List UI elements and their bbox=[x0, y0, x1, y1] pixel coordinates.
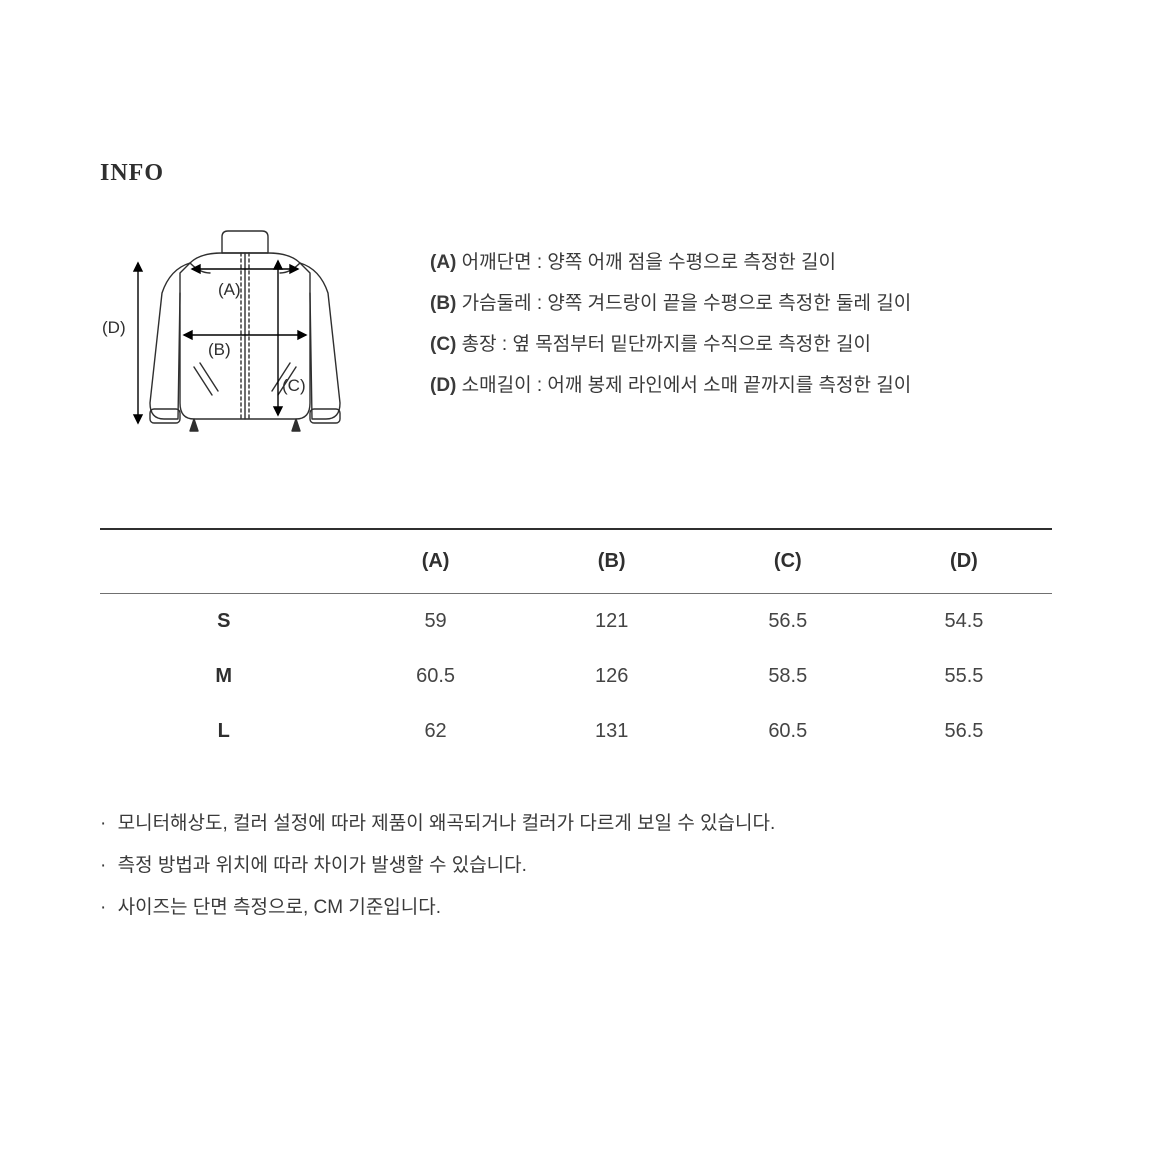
table-header-cell: (A) bbox=[348, 529, 524, 594]
bullet-icon: · bbox=[100, 813, 106, 834]
definition-line: (A) 어깨단면 : 양쪽 어깨 점을 수평으로 측정한 길이 bbox=[430, 243, 1052, 284]
diagram-label-b: (B) bbox=[208, 340, 231, 359]
definition-text: 소매길이 : 어깨 봉제 라인에서 소매 끝까지를 측정한 길이 bbox=[456, 375, 911, 396]
definition-line: (D) 소매길이 : 어깨 봉제 라인에서 소매 끝까지를 측정한 길이 bbox=[430, 366, 1052, 407]
definition-line: (B) 가슴둘레 : 양쪽 겨드랑이 끝을 수평으로 측정한 둘레 길이 bbox=[430, 284, 1052, 325]
definition-text: 총장 : 옆 목점부터 밑단까지를 수직으로 측정한 길이 bbox=[456, 334, 871, 355]
table-cell: 60.5 bbox=[700, 704, 876, 759]
table-cell: 131 bbox=[524, 704, 700, 759]
note-text: 사이즈는 단면 측정으로, CM 기준입니다. bbox=[112, 897, 441, 918]
table-cell: 54.5 bbox=[876, 594, 1052, 650]
table-row: S5912156.554.5 bbox=[100, 594, 1052, 650]
table-cell: 59 bbox=[348, 594, 524, 650]
table-cell: 56.5 bbox=[700, 594, 876, 650]
table-cell: 60.5 bbox=[348, 649, 524, 704]
table-header-cell: (C) bbox=[700, 529, 876, 594]
table-cell: 126 bbox=[524, 649, 700, 704]
definition-key: (C) bbox=[430, 334, 456, 355]
note-line: · 측정 방법과 위치에 따라 차이가 발생할 수 있습니다. bbox=[100, 845, 1052, 887]
definition-line: (C) 총장 : 옆 목점부터 밑단까지를 수직으로 측정한 길이 bbox=[430, 325, 1052, 366]
note-text: 측정 방법과 위치에 따라 차이가 발생할 수 있습니다. bbox=[112, 855, 527, 876]
size-table: (A)(B)(C)(D) S5912156.554.5M60.512658.55… bbox=[100, 528, 1052, 759]
table-header-cell: (B) bbox=[524, 529, 700, 594]
note-text: 모니터해상도, 컬러 설정에 따라 제품이 왜곡되거나 컬러가 다르게 보일 수… bbox=[112, 813, 775, 834]
diagram-label-d: (D) bbox=[102, 318, 126, 337]
definition-key: (A) bbox=[430, 252, 456, 273]
definition-text: 어깨단면 : 양쪽 어깨 점을 수평으로 측정한 길이 bbox=[456, 252, 836, 273]
note-line: · 사이즈는 단면 측정으로, CM 기준입니다. bbox=[100, 887, 1052, 929]
table-cell: 121 bbox=[524, 594, 700, 650]
table-header-blank bbox=[100, 529, 348, 594]
table-cell: 62 bbox=[348, 704, 524, 759]
bullet-icon: · bbox=[100, 897, 106, 918]
bullet-icon: · bbox=[100, 855, 106, 876]
definition-key: (B) bbox=[430, 293, 456, 314]
table-row: M60.512658.555.5 bbox=[100, 649, 1052, 704]
jacket-icon: (A) (B) (C) (D) bbox=[100, 223, 370, 473]
table-header-cell: (D) bbox=[876, 529, 1052, 594]
size-diagram: (A) (B) (C) (D) bbox=[100, 223, 370, 478]
notes-list: · 모니터해상도, 컬러 설정에 따라 제품이 왜곡되거나 컬러가 다르게 보일… bbox=[100, 803, 1052, 928]
definition-text: 가슴둘레 : 양쪽 겨드랑이 끝을 수평으로 측정한 둘레 길이 bbox=[456, 293, 911, 314]
definition-list: (A) 어깨단면 : 양쪽 어깨 점을 수평으로 측정한 길이(B) 가슴둘레 … bbox=[430, 223, 1052, 406]
table-row-label: S bbox=[100, 594, 348, 650]
page-title: INFO bbox=[100, 160, 1052, 187]
table-cell: 58.5 bbox=[700, 649, 876, 704]
table-cell: 56.5 bbox=[876, 704, 1052, 759]
table-row: L6213160.556.5 bbox=[100, 704, 1052, 759]
info-row: (A) (B) (C) (D) (A) 어깨단면 : 양쪽 어깨 점을 수평으로… bbox=[100, 223, 1052, 478]
table-row-label: M bbox=[100, 649, 348, 704]
note-line: · 모니터해상도, 컬러 설정에 따라 제품이 왜곡되거나 컬러가 다르게 보일… bbox=[100, 803, 1052, 845]
diagram-label-c: (C) bbox=[282, 376, 306, 395]
table-cell: 55.5 bbox=[876, 649, 1052, 704]
definition-key: (D) bbox=[430, 375, 456, 396]
table-row-label: L bbox=[100, 704, 348, 759]
table-header-row: (A)(B)(C)(D) bbox=[100, 529, 1052, 594]
diagram-label-a: (A) bbox=[218, 280, 241, 299]
